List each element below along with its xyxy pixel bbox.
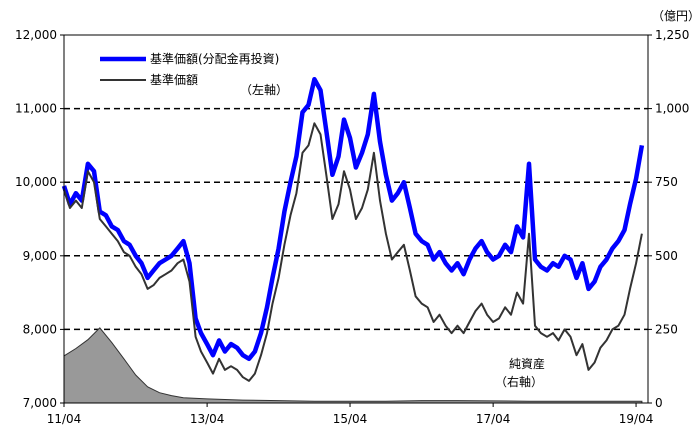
legend-label-reinvested: 基準価額(分配金再投資)	[150, 51, 279, 66]
left-tick-label: 7,000	[23, 396, 57, 410]
plot-frame	[63, 34, 649, 404]
left-tick-label: 11,000	[15, 102, 57, 116]
price-lines	[61, 76, 645, 382]
left-tick-label: 8,000	[23, 322, 57, 336]
x-tick-label: 17/04	[476, 412, 511, 426]
right-tick-label: 1,250	[655, 28, 689, 42]
legend: 基準価額(分配金再投資) 基準価額	[100, 51, 279, 87]
legend-label-nav: 基準価額	[150, 72, 198, 87]
axes: 7,000 8,000 9,000 10,000 11,000 12,000 0 250 500…	[15, 28, 689, 426]
left-axis-annotation: （左軸）	[240, 82, 288, 97]
left-tick-label: 10,000	[15, 175, 57, 189]
right-tick-label: 1,000	[655, 102, 689, 116]
right-tick-label: 500	[655, 249, 678, 263]
right-tick-label: 0	[655, 396, 663, 410]
x-tick-label: 15/04	[333, 412, 368, 426]
net-assets-annotation: 純資産	[509, 356, 545, 371]
x-tick-label: 13/04	[190, 412, 225, 426]
x-tick-label: 11/04	[47, 412, 82, 426]
series-area-net-assets	[63, 327, 643, 404]
left-tick-label: 9,000	[23, 249, 57, 263]
series-line-nav	[63, 122, 643, 382]
net-assets-axis-note: （右軸）	[495, 374, 543, 389]
right-tick-label: 750	[655, 175, 678, 189]
series-line-reinvested	[61, 76, 645, 362]
x-tick-label: 19/04	[619, 412, 654, 426]
right-axis-unit: （億円）	[652, 9, 695, 23]
right-tick-label: 250	[655, 322, 678, 336]
left-tick-label: 12,000	[15, 28, 57, 42]
net-assets-area	[63, 327, 643, 404]
gridlines	[64, 107, 648, 331]
